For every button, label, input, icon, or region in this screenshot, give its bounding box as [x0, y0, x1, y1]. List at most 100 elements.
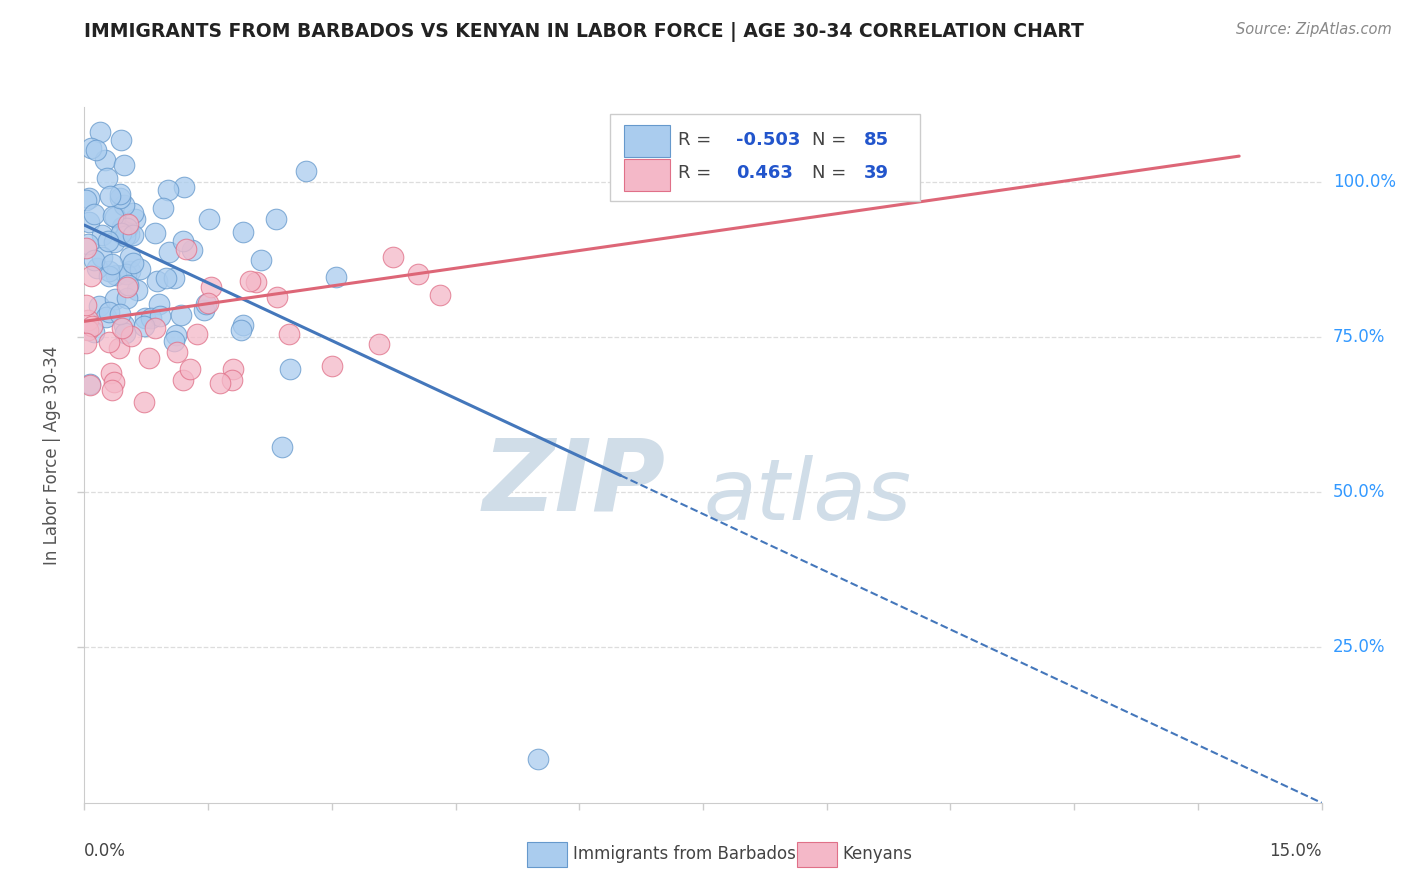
Point [83, 325, 105, 339]
Point [111, 320, 134, 334]
Text: 50.0%: 50.0% [1333, 483, 1385, 501]
Text: 25.0%: 25.0% [1333, 639, 1385, 657]
Point [120, 329, 142, 343]
Point [271, 440, 294, 454]
Point [381, 251, 404, 265]
Point [143, 227, 166, 241]
Text: Source: ZipAtlas.com: Source: ZipAtlas.com [1236, 22, 1392, 37]
Point [115, 291, 138, 305]
Text: 15.0%: 15.0% [1270, 842, 1322, 860]
Point [193, 302, 215, 317]
Point [222, 362, 245, 376]
Point [75, 194, 97, 208]
Point [97, 305, 120, 319]
Point [97, 334, 120, 349]
Point [97, 268, 120, 283]
Point [143, 321, 166, 335]
Point [79, 191, 101, 205]
Point [101, 210, 124, 224]
Point [172, 234, 194, 248]
Point [82, 318, 104, 333]
Point [148, 296, 170, 310]
Point [101, 383, 124, 397]
Point [157, 183, 180, 197]
Point [75, 335, 97, 350]
Text: R =: R = [678, 131, 717, 149]
Point [76, 323, 98, 337]
Point [172, 373, 194, 387]
Point [180, 244, 202, 258]
Point [162, 271, 184, 285]
Point [100, 366, 122, 380]
Point [174, 242, 197, 256]
Point [104, 292, 127, 306]
Point [408, 267, 430, 281]
Text: 0.0%: 0.0% [84, 842, 127, 860]
Point [115, 280, 138, 294]
Point [97, 234, 120, 248]
Point [122, 205, 145, 219]
Point [122, 227, 145, 242]
Text: 85: 85 [863, 131, 889, 149]
Point [89, 125, 111, 139]
Point [79, 377, 101, 392]
Text: Immigrants from Barbados: Immigrants from Barbados [574, 846, 796, 863]
FancyBboxPatch shape [610, 114, 920, 201]
Point [120, 250, 142, 264]
Point [115, 220, 138, 235]
Point [83, 207, 105, 221]
Point [112, 158, 135, 172]
Point [110, 226, 132, 240]
Point [294, 164, 316, 178]
Text: 100.0%: 100.0% [1333, 172, 1396, 191]
Point [84, 143, 107, 157]
Point [134, 311, 156, 326]
Point [250, 252, 273, 267]
Point [79, 378, 101, 392]
Point [96, 171, 118, 186]
Point [245, 275, 267, 289]
Point [129, 262, 152, 277]
Point [122, 256, 145, 270]
Point [278, 361, 301, 376]
Point [111, 220, 134, 235]
Text: N =: N = [811, 131, 852, 149]
Point [94, 310, 117, 324]
Point [429, 288, 451, 302]
FancyBboxPatch shape [624, 125, 669, 157]
Point [125, 284, 148, 298]
Point [173, 180, 195, 194]
Point [77, 313, 100, 327]
Point [104, 210, 127, 224]
Point [264, 212, 287, 227]
Point [186, 327, 208, 342]
Point [91, 250, 114, 264]
Text: -0.503: -0.503 [737, 131, 801, 149]
Point [83, 252, 105, 267]
Point [266, 290, 288, 304]
Point [103, 235, 125, 249]
Point [112, 318, 135, 333]
Point [197, 296, 219, 310]
Point [179, 362, 201, 376]
Point [80, 269, 103, 284]
Point [232, 225, 254, 239]
Text: R =: R = [678, 164, 717, 182]
Point [90, 227, 112, 242]
Text: 39: 39 [863, 164, 889, 182]
Point [138, 351, 160, 365]
Point [108, 187, 131, 202]
Point [157, 245, 180, 260]
Point [321, 359, 343, 373]
FancyBboxPatch shape [624, 159, 669, 191]
Point [75, 298, 97, 312]
Point [118, 227, 141, 242]
Point [114, 326, 136, 340]
Point [527, 752, 550, 766]
Point [146, 274, 169, 288]
Point [209, 376, 232, 391]
Point [117, 277, 139, 292]
Point [132, 318, 155, 333]
Point [229, 323, 252, 337]
Point [120, 264, 142, 278]
